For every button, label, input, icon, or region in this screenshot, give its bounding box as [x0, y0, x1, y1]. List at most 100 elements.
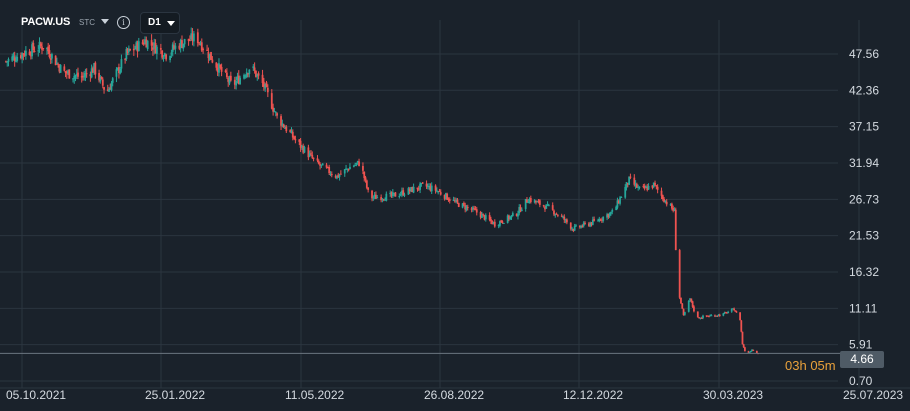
candle-body — [493, 221, 496, 227]
candle-body — [452, 200, 455, 202]
candle-body — [362, 166, 364, 171]
candle-body — [510, 215, 513, 218]
timeframe-selector[interactable]: D1 — [140, 12, 180, 34]
candle-body — [689, 298, 691, 301]
candle-body — [408, 189, 411, 192]
candle-body — [294, 139, 297, 141]
candle-body — [256, 74, 259, 77]
candle-body — [743, 347, 746, 352]
candle-body — [276, 113, 278, 116]
candle-body — [564, 219, 567, 221]
candle-body — [349, 166, 351, 170]
candle-body — [274, 111, 277, 113]
candle-body — [708, 316, 710, 318]
candle-body — [356, 160, 359, 163]
candle-body — [382, 199, 385, 201]
candle-body — [125, 48, 128, 60]
candle-body — [455, 200, 458, 202]
candle-body — [606, 214, 608, 218]
candle-body — [401, 190, 403, 194]
candle-body — [103, 87, 105, 90]
candle-body — [638, 186, 641, 188]
candle-body — [72, 78, 74, 80]
candle-body — [282, 124, 285, 128]
candle-body — [611, 209, 614, 212]
candle-body — [354, 164, 357, 166]
candle-body — [371, 190, 373, 199]
candle-body — [536, 201, 539, 203]
candle-body — [472, 207, 474, 210]
candle-body — [645, 186, 647, 189]
candle-body — [544, 207, 546, 210]
candle-body — [316, 158, 319, 161]
candle-body — [734, 310, 737, 312]
candle-body — [142, 42, 145, 45]
candle-body — [5, 61, 7, 63]
candle-body — [479, 211, 482, 218]
candle-body — [538, 200, 541, 205]
candle-body — [511, 213, 514, 216]
candle-body — [253, 67, 256, 71]
candle-body — [702, 315, 704, 318]
candle-body — [367, 187, 370, 190]
candle-body — [673, 209, 676, 211]
candle-body — [380, 197, 383, 201]
x-tick-label: 12.12.2022 — [563, 388, 623, 402]
candle-body — [646, 187, 649, 191]
candle-body — [57, 64, 60, 66]
candle-body — [255, 70, 257, 77]
candle-body — [488, 215, 491, 220]
candle-body — [434, 185, 437, 191]
candle-body — [303, 146, 306, 153]
candle-body — [376, 197, 379, 199]
candle-body — [535, 200, 537, 203]
candle-body — [528, 198, 531, 203]
candle-body — [634, 183, 637, 186]
candle-body — [497, 225, 500, 227]
candle-body — [619, 197, 621, 204]
candle-body — [375, 194, 377, 199]
candle-body — [346, 168, 349, 170]
candle-body — [529, 198, 532, 203]
candle-body — [556, 214, 559, 216]
x-tick-label: 05.10.2021 — [6, 388, 66, 402]
candle-body — [624, 186, 627, 198]
candle-body — [41, 46, 43, 50]
candle-body — [358, 161, 360, 166]
candle-body — [330, 173, 333, 176]
candle-body — [483, 215, 486, 220]
candle-body — [492, 221, 495, 224]
candle-body — [739, 312, 741, 321]
candle-body — [620, 197, 623, 199]
candle-body — [593, 219, 596, 221]
candle-body — [664, 200, 667, 202]
candle-body — [474, 208, 477, 210]
candle-body — [435, 190, 438, 192]
candle-body — [12, 55, 15, 58]
symbol-label[interactable]: PACW.US — [21, 16, 71, 28]
candle-body — [546, 204, 549, 206]
candle-body — [690, 298, 693, 302]
candle-body — [733, 308, 736, 311]
instrument-type-label: STC — [79, 18, 95, 27]
candle-body — [67, 70, 69, 74]
candle-body — [311, 154, 314, 158]
candle-body — [23, 53, 26, 56]
countdown-hours-unit: h — [799, 358, 807, 373]
candle-body — [127, 48, 130, 52]
candle-body — [755, 350, 758, 354]
candle-body — [162, 57, 165, 59]
candle-body — [152, 47, 154, 50]
candle-body — [93, 63, 96, 73]
y-tick-label: 47.56 — [849, 47, 879, 61]
candle-body — [714, 315, 716, 317]
candle-body — [572, 228, 575, 231]
info-icon[interactable]: i — [117, 16, 130, 29]
candle-body — [90, 68, 93, 78]
candle-body — [600, 219, 603, 221]
candle-body — [28, 51, 31, 55]
candle-body — [159, 48, 162, 50]
chevron-down-icon[interactable] — [101, 19, 109, 24]
candle-body — [602, 216, 605, 221]
